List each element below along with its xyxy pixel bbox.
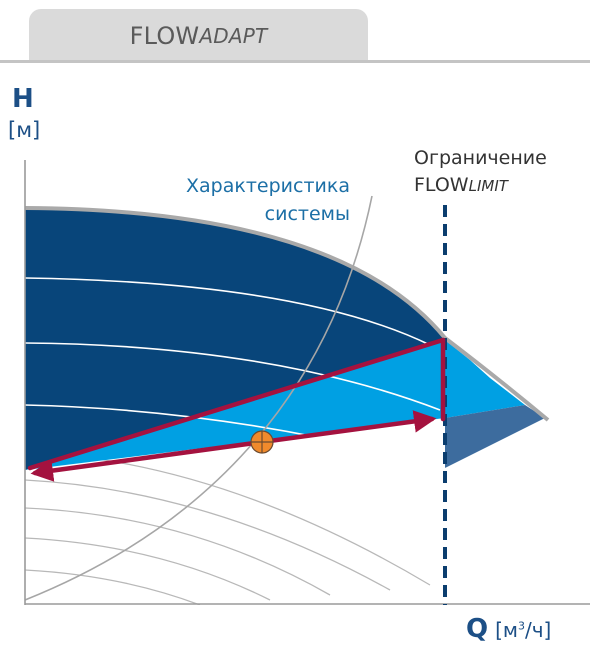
- tab-underline: [0, 60, 590, 63]
- bg-curve-4: [25, 537, 271, 601]
- flowlimit-label-italic: LIMIT: [468, 177, 508, 195]
- system-curve-label-line1: Характеристика: [186, 175, 350, 197]
- max-curve-boundary: [24, 206, 550, 422]
- tab-title-italic: ADAPT: [199, 23, 268, 48]
- lower-arrow-left: [30, 439, 265, 482]
- white-curve-1: [24, 277, 431, 346]
- white-curve-3: [24, 404, 446, 469]
- bg-curve-5: [25, 569, 201, 605]
- bg-curve-2: [25, 479, 391, 591]
- x-axis-label: Q [м3/ч]: [466, 614, 551, 644]
- dark-performance-area: [25, 208, 445, 470]
- crosshair-circle-icon: [250, 430, 274, 454]
- y-axis-unit: [м]: [8, 118, 41, 142]
- system-curve-label: Характеристика системы: [150, 172, 350, 228]
- x-axis-unit-suffix: /ч]: [525, 618, 552, 642]
- light-adaptive-area: [25, 340, 525, 470]
- mode-tab[interactable]: FLOW ADAPT: [29, 9, 368, 62]
- bg-curve-3: [25, 507, 331, 596]
- x-axis-unit-prefix: [м: [495, 618, 518, 642]
- upper-arrow-right: [259, 410, 437, 445]
- adaptive-arrows: [27, 337, 446, 482]
- system-characteristic-curve: [24, 195, 373, 601]
- flowlimit-label-line2: FLOWLIMIT: [414, 172, 547, 200]
- background-curves: [25, 451, 431, 605]
- system-curve-label-line2: системы: [264, 203, 350, 225]
- x-axis-letter: Q: [466, 614, 489, 644]
- y-axis-letter: H: [12, 84, 34, 114]
- steel-blue-area: [445, 405, 545, 468]
- white-curve-2: [24, 342, 441, 411]
- flowlimit-label-line1: Ограничение: [414, 147, 547, 169]
- upper-edge-line: [27, 337, 446, 471]
- flowlimit-label: Ограничение FLOWLIMIT: [414, 145, 547, 200]
- x-axis-unit-sup: 3: [518, 619, 525, 633]
- x-axis-unit: [м3/ч]: [495, 618, 551, 642]
- tab-title-main: FLOW: [129, 21, 200, 50]
- flowlimit-label-main: FLOW: [414, 174, 469, 196]
- white-curves: [24, 277, 446, 469]
